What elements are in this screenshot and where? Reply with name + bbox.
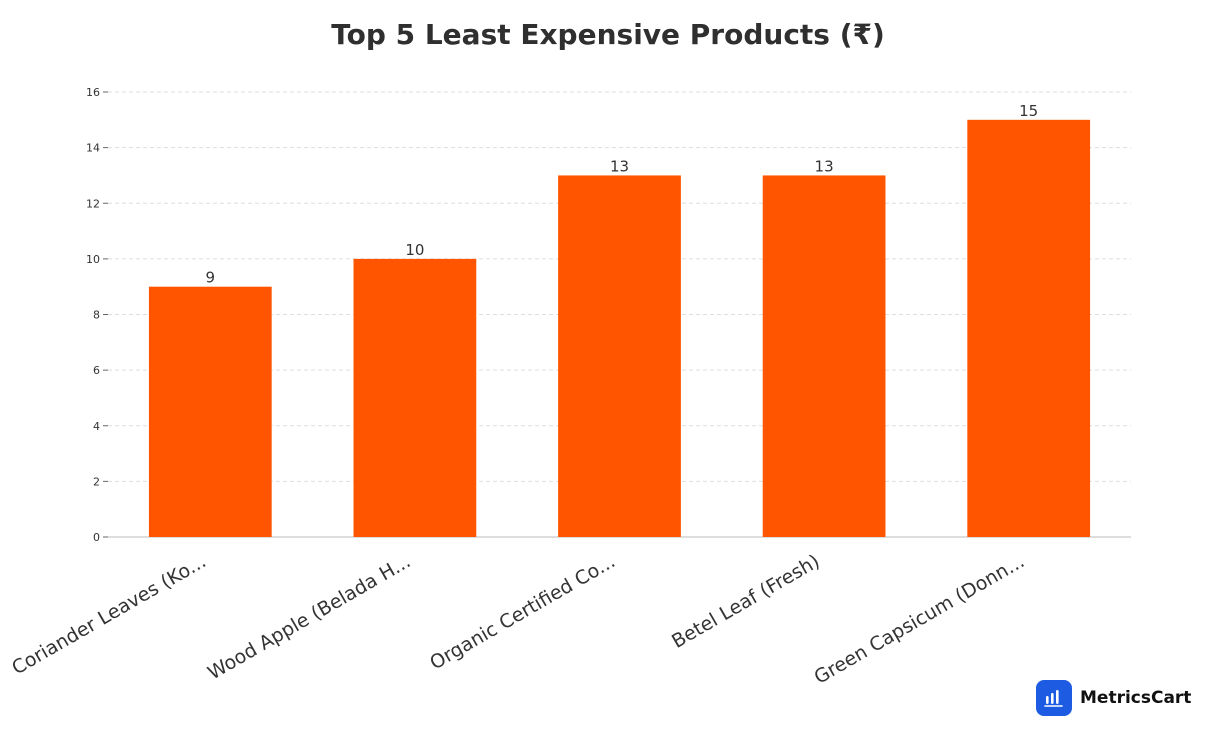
x-tick-label: Betel Leaf (Fresh): [668, 550, 824, 652]
y-tick-label: 0: [93, 531, 100, 544]
data-label: 13: [610, 157, 629, 175]
y-tick-label: 4: [93, 420, 100, 433]
chart-title: Top 5 Least Expensive Products (₹): [331, 18, 885, 51]
x-tick-label: Organic Certified Co...: [426, 550, 619, 674]
y-tick-label: 12: [86, 197, 100, 210]
y-tick-label: 6: [93, 364, 100, 377]
x-tick-label: Wood Apple (Belada H...: [204, 550, 414, 684]
data-label: 13: [815, 157, 834, 175]
data-label: 15: [1019, 102, 1038, 120]
data-label: 10: [405, 241, 424, 259]
y-tick-label: 14: [86, 142, 100, 155]
bar: [148, 286, 272, 537]
brand-logo: MetricsCart: [1036, 679, 1191, 717]
y-tick-label: 16: [86, 86, 100, 99]
x-tick-label: Coriander Leaves (Ko...: [8, 550, 210, 679]
bar: [558, 175, 681, 537]
bar-chart-icon: [1036, 680, 1072, 716]
data-labels: 9 10 13 13 15: [206, 102, 1039, 287]
y-tick-label: 8: [93, 309, 100, 322]
x-tick-label: Green Capsicum (Donn...: [811, 550, 1029, 688]
data-label: 9: [206, 269, 216, 287]
bars: [148, 119, 1091, 537]
brand-name: MetricsCart: [1080, 688, 1192, 708]
y-tick-label: 10: [86, 253, 100, 266]
y-tick-label: 2: [93, 475, 100, 488]
bar: [353, 258, 477, 537]
x-axis: Coriander Leaves (Ko...Wood Apple (Belad…: [8, 550, 1028, 688]
bar: [967, 119, 1091, 537]
bar: [762, 175, 886, 537]
